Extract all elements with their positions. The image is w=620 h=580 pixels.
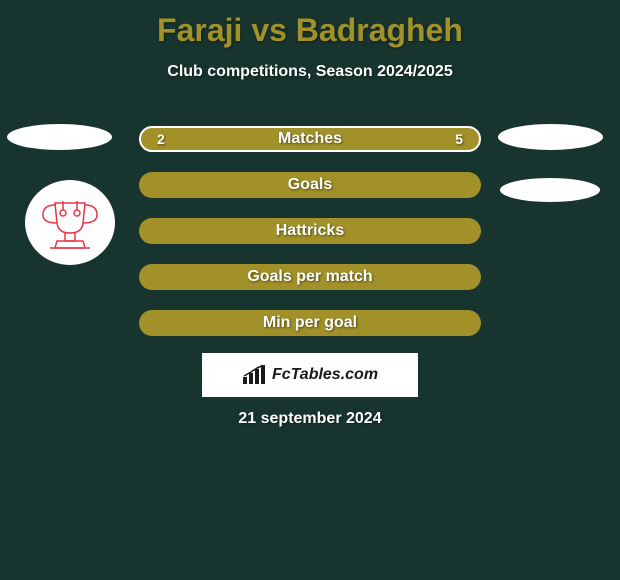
trophy-icon (35, 193, 105, 253)
stat-left-value: 2 (157, 131, 165, 147)
stat-right-value: 5 (455, 131, 463, 147)
stat-bar-goals-per-match: Goals per match (139, 264, 481, 290)
stat-label: Min per goal (263, 314, 357, 332)
stat-bar-matches: 2 Matches 5 (139, 126, 481, 152)
stat-label: Goals (288, 176, 332, 194)
subtitle: Club competitions, Season 2024/2025 (0, 63, 620, 81)
infographic-container: Faraji vs Badragheh Club competitions, S… (0, 0, 620, 580)
fctables-logo: FcTables.com (202, 353, 418, 397)
stat-bar-hattricks: Hattricks (139, 218, 481, 244)
left-club-badge (25, 180, 115, 265)
right-club-oval (500, 178, 600, 202)
stats-area: 2 Matches 5 Goals Hattricks Goals per ma… (139, 126, 481, 356)
stat-label: Goals per match (247, 268, 372, 286)
stat-bar-goals: Goals (139, 172, 481, 198)
right-player-oval (498, 124, 603, 150)
page-title: Faraji vs Badragheh (0, 0, 620, 49)
stat-bar-min-per-goal: Min per goal (139, 310, 481, 336)
bars-icon (242, 365, 266, 385)
logo-text: FcTables.com (272, 366, 378, 384)
left-player-oval (7, 124, 112, 150)
date-text: 21 september 2024 (0, 410, 620, 428)
stat-label: Hattricks (276, 222, 344, 240)
stat-label: Matches (278, 130, 342, 148)
